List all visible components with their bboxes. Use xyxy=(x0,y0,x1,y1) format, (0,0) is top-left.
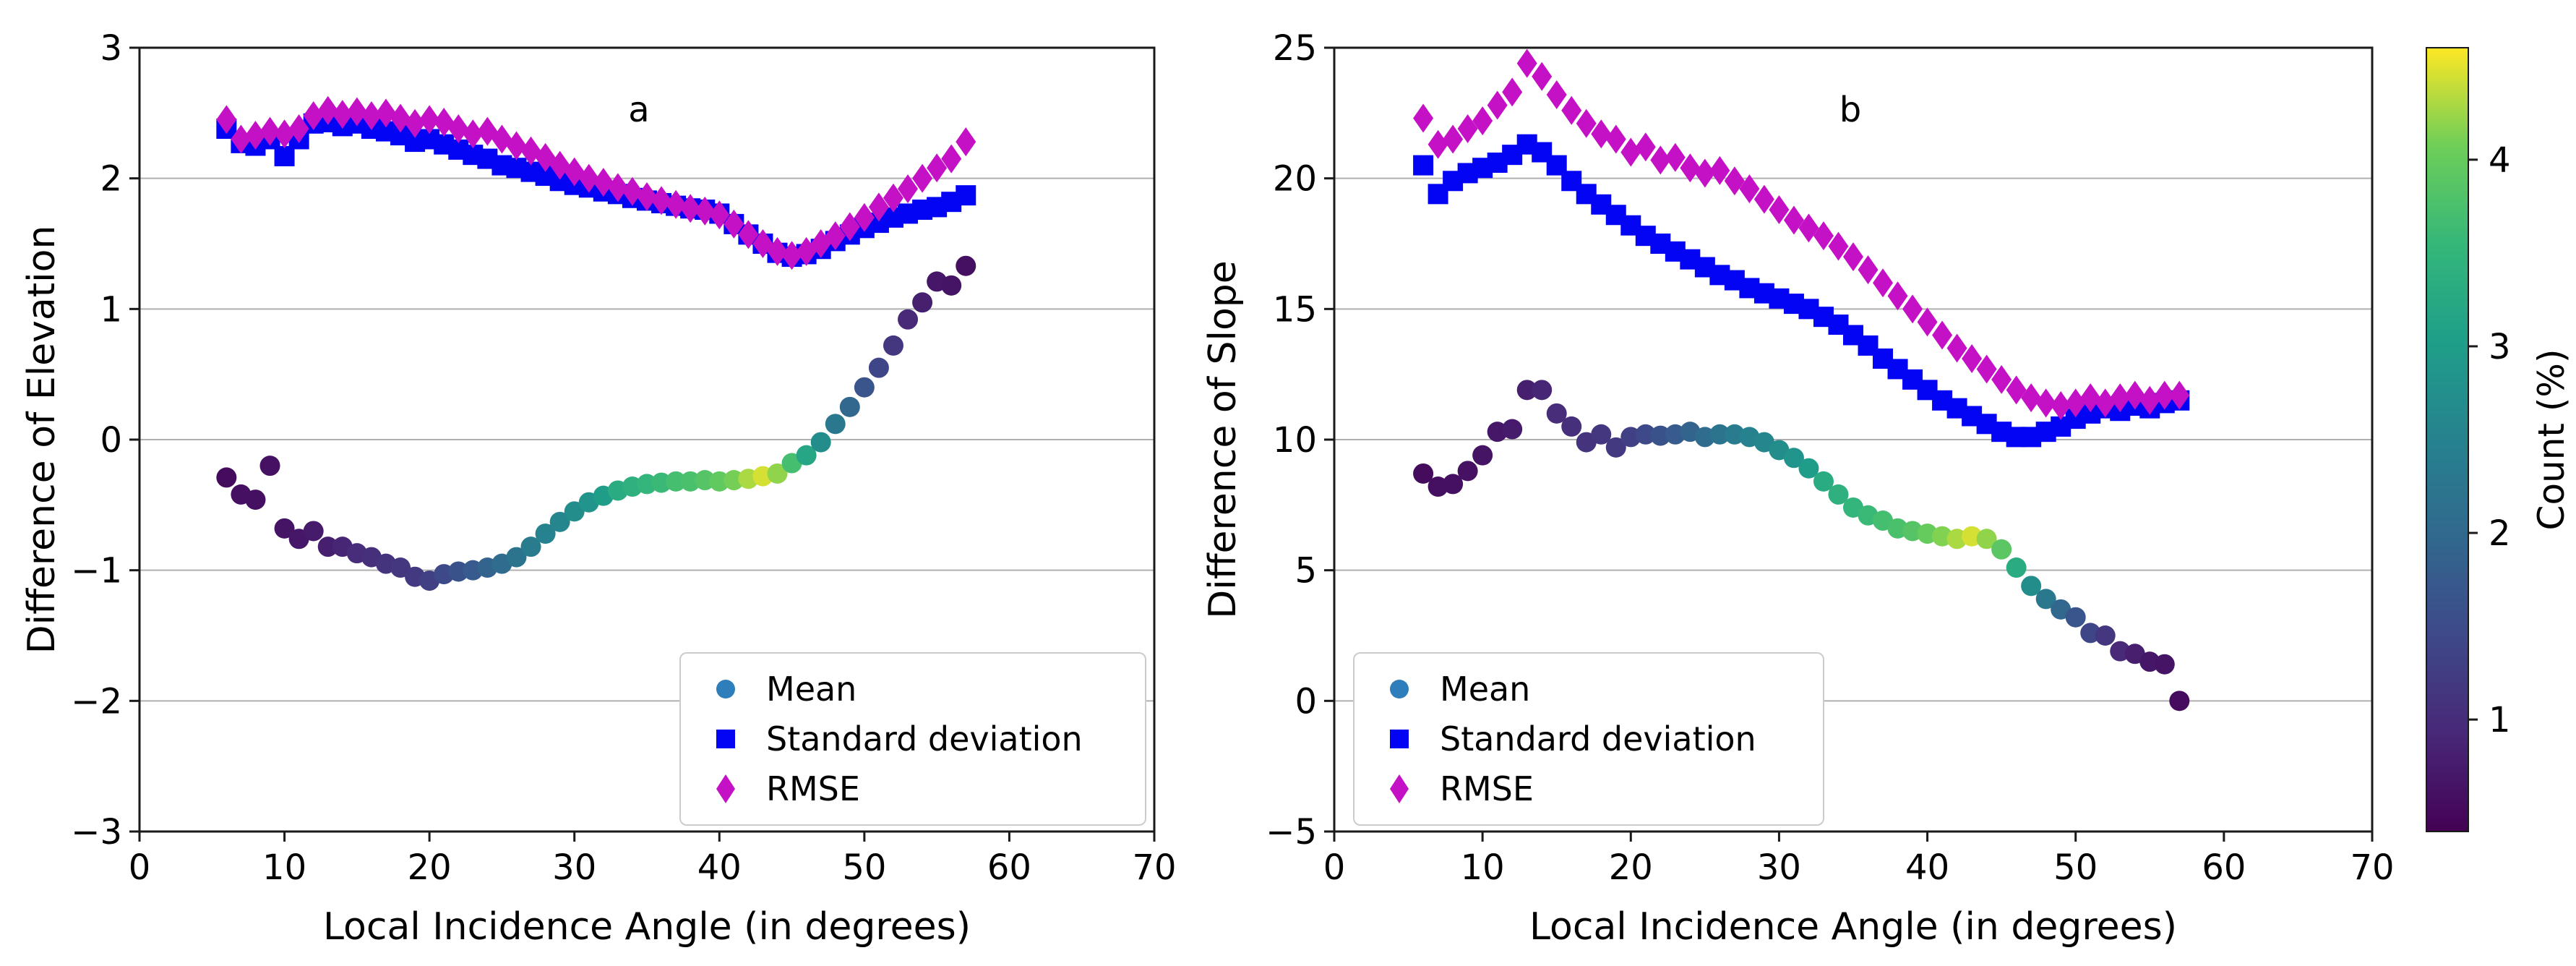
svg-text:−1: −1 xyxy=(71,551,122,591)
legend-item-std: Standard deviation xyxy=(705,719,1130,759)
svg-text:3: 3 xyxy=(2489,327,2511,367)
svg-text:1: 1 xyxy=(100,289,122,330)
plot-spines xyxy=(138,46,1156,833)
legend-item-mean: Mean xyxy=(705,669,1130,709)
svg-text:2: 2 xyxy=(2489,513,2511,554)
legend-label-rmse: RMSE xyxy=(1440,769,1534,809)
legend-item-std: Standard deviation xyxy=(1379,719,1808,759)
svg-text:3: 3 xyxy=(100,28,122,69)
xlabel-panel-a: Local Incidence Angle (in degrees) xyxy=(322,905,971,949)
legend-label-std: Standard deviation xyxy=(766,719,1083,758)
svg-text:15: 15 xyxy=(1273,289,1317,330)
legend-panel-a: Mean Standard deviation RMSE xyxy=(679,652,1146,826)
svg-text:25: 25 xyxy=(1273,28,1317,69)
svg-text:30: 30 xyxy=(552,847,596,888)
svg-text:−2: −2 xyxy=(71,681,122,722)
rmse-series xyxy=(1413,48,2190,421)
ylabel-elevation: Difference of Elevation xyxy=(20,225,64,654)
svg-text:70: 70 xyxy=(2350,847,2394,888)
legend-item-mean: Mean xyxy=(1379,669,1808,709)
legend-label-mean: Mean xyxy=(1440,669,1531,709)
rmse-marker-icon xyxy=(1390,774,1409,804)
svg-text:−3: −3 xyxy=(71,812,122,852)
svg-text:60: 60 xyxy=(2202,847,2246,888)
svg-text:20: 20 xyxy=(1273,159,1317,200)
svg-text:70: 70 xyxy=(1132,847,1176,888)
colorbar-ticks: 4 3 2 1 xyxy=(2468,140,2511,740)
legend-label-mean: Mean xyxy=(766,669,857,709)
xlabel-panel-b: Local Incidence Angle (in degrees) xyxy=(1529,905,2178,949)
legend-item-rmse: RMSE xyxy=(1379,769,1808,809)
ylabel-slope: Difference of Slope xyxy=(1201,260,1245,619)
mean-marker-icon xyxy=(1390,679,1409,698)
svg-text:40: 40 xyxy=(1905,847,1949,888)
svg-text:0: 0 xyxy=(1295,681,1317,722)
mean-series xyxy=(216,255,976,591)
svg-text:10: 10 xyxy=(262,847,306,888)
svg-text:0: 0 xyxy=(100,420,122,461)
svg-text:0: 0 xyxy=(1323,847,1346,888)
svg-text:30: 30 xyxy=(1757,847,1801,888)
svg-text:2: 2 xyxy=(100,159,122,200)
std-marker-icon xyxy=(716,729,735,748)
svg-text:60: 60 xyxy=(987,847,1031,888)
mean-marker-icon xyxy=(716,679,735,698)
mean-series xyxy=(1413,380,2190,711)
rmse-series xyxy=(216,95,976,270)
svg-text:−5: −5 xyxy=(1266,812,1317,852)
svg-text:1: 1 xyxy=(2489,700,2511,740)
rmse-marker-icon xyxy=(716,774,735,804)
svg-text:40: 40 xyxy=(697,847,742,888)
legend-panel-b: Mean Standard deviation RMSE xyxy=(1353,652,1824,826)
svg-text:0: 0 xyxy=(129,847,151,888)
svg-text:10: 10 xyxy=(1273,420,1317,461)
svg-text:10: 10 xyxy=(1461,847,1505,888)
svg-text:4: 4 xyxy=(2489,140,2511,181)
axis-ticks: 0 10 20 30 40 50 60 70 −3 −2 −1 0 1 2 3 xyxy=(71,28,1176,888)
std-marker-icon xyxy=(1390,729,1409,748)
panel-letter-a: a xyxy=(628,90,650,130)
legend-label-std: Standard deviation xyxy=(1440,719,1756,758)
plot-spines xyxy=(1333,46,2374,833)
svg-text:5: 5 xyxy=(1295,551,1317,591)
colorbar-gradient xyxy=(2426,47,2469,832)
svg-text:20: 20 xyxy=(408,847,452,888)
legend-label-rmse: RMSE xyxy=(766,769,860,809)
svg-text:20: 20 xyxy=(1609,847,1653,888)
legend-item-rmse: RMSE xyxy=(705,769,1130,809)
panel-letter-b: b xyxy=(1839,90,1862,130)
colorbar-label: Count (%) xyxy=(2530,349,2572,531)
svg-text:50: 50 xyxy=(842,847,886,888)
svg-text:50: 50 xyxy=(2053,847,2098,888)
